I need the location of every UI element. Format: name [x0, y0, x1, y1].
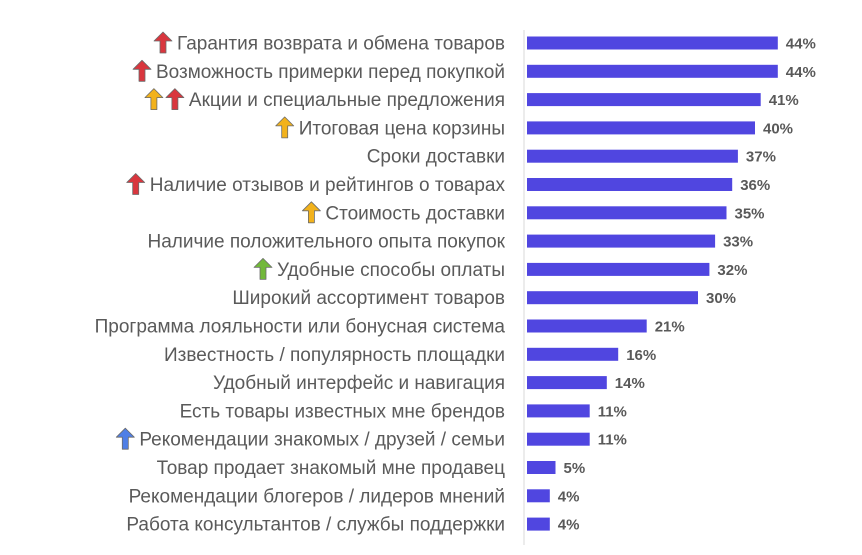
value-label: 14%: [615, 375, 645, 392]
chart-row: 41% Акции и специальные предложения: [144, 88, 799, 111]
category-label: Возможность примерки перед покупкой: [156, 62, 505, 83]
chart-row: 35% Стоимость доставки: [301, 201, 765, 224]
chart-row: 4% Рекомендации блогеров / лидеров мнений: [129, 486, 580, 507]
category-label: Широкий ассортимент товаров: [232, 288, 505, 309]
chart-row: 14% Удобный интерфейс и навигация: [213, 373, 645, 394]
bar: [527, 121, 755, 135]
bar: [527, 206, 727, 220]
value-label: 41%: [769, 92, 799, 109]
category-label: Есть товары известных мне брендов: [180, 401, 505, 422]
category-label: Известность / популярность площадки: [164, 345, 505, 366]
chart-row: 4% Работа консультантов / службы поддержк…: [126, 515, 579, 536]
category-label: Наличие отзывов и рейтингов о товарах: [150, 175, 506, 196]
bar: [527, 489, 550, 503]
chart-row: 30% Широкий ассортимент товаров: [232, 288, 736, 309]
chart-rows: 44%Гарантия возврата и обмена товаров44%…: [95, 31, 816, 536]
red-up-arrow-icon: [153, 31, 173, 54]
chart-row: 33% Наличие положительного опыта покупок: [148, 232, 754, 253]
category-label: Рекомендации знакомых / друзей / семьи: [139, 430, 505, 451]
bar: [527, 262, 710, 276]
category-label: Итоговая цена корзины: [299, 118, 505, 139]
chart-row: 37% Сроки доставки: [367, 147, 776, 168]
value-label: 37%: [746, 149, 776, 166]
bar: [527, 36, 778, 50]
bar: [527, 178, 733, 191]
chart-row: 32% Удобные способы оплаты: [253, 257, 747, 281]
value-label: 4%: [558, 517, 580, 534]
category-label: Удобные способы оплаты: [277, 260, 505, 281]
red-up-arrow-icon: [165, 88, 185, 110]
red-up-arrow-icon: [132, 59, 152, 82]
bar: [527, 234, 716, 248]
bar: [527, 376, 607, 390]
value-label: 44%: [786, 64, 816, 81]
red-up-arrow-icon: [126, 173, 146, 195]
yellow-up-arrow-icon: [275, 116, 295, 139]
bar: [527, 93, 761, 107]
chart-row: 40% Итоговая цена корзины: [275, 116, 793, 139]
bar: [527, 404, 590, 418]
category-label: Наличие положительного опыта покупок: [148, 232, 506, 253]
category-label: Сроки доставки: [367, 147, 505, 168]
chart-row: 44% Гарантия возврата и обмена товаров: [153, 31, 816, 55]
chart-row: 44% Возможность примерки перед покупкой: [132, 59, 816, 83]
chart-row: 11% Есть товары известных мне брендов: [180, 401, 627, 422]
chart-row: 21% Программа лояльности или бонусная сис…: [95, 317, 685, 338]
bar: [527, 319, 647, 333]
value-label: 33%: [723, 234, 753, 251]
green-up-arrow-icon: [253, 257, 273, 280]
category-label: Удобный интерфейс и навигация: [213, 373, 505, 394]
chart-row: 5% Товар продает знакомый мне продавец: [157, 458, 586, 479]
value-label: 21%: [655, 319, 685, 336]
category-label: Работа консультантов / службы поддержки: [126, 515, 505, 536]
chart-row: 11% Рекомендации знакомых / друзей / семь…: [115, 427, 627, 451]
bar: [527, 517, 550, 531]
chart-row: 16% Известность / популярность площадки: [164, 345, 656, 366]
category-label: Рекомендации блогеров / лидеров мнений: [129, 486, 505, 507]
category-label: Товар продает знакомый мне продавец: [157, 458, 506, 479]
bar: [527, 432, 590, 446]
yellow-up-arrow-icon: [144, 88, 164, 110]
value-label: 16%: [626, 347, 656, 364]
value-label: 4%: [558, 488, 580, 505]
bar: [527, 347, 619, 361]
value-label: 11%: [598, 403, 627, 420]
category-label: Стоимость доставки: [325, 203, 505, 224]
value-label: 40%: [763, 120, 793, 137]
bar: [527, 149, 738, 163]
value-label: 32%: [717, 262, 747, 279]
value-label: 5%: [564, 460, 586, 477]
bar: [527, 461, 556, 474]
value-label: 35%: [735, 205, 765, 222]
blue-up-arrow-icon: [115, 427, 135, 450]
bar: [527, 64, 778, 78]
yellow-up-arrow-icon: [301, 201, 321, 224]
category-label: Гарантия возврата и обмена товаров: [177, 34, 505, 55]
value-label: 44%: [786, 36, 816, 53]
value-label: 36%: [740, 177, 770, 194]
value-label: 11%: [598, 432, 627, 449]
bar: [527, 291, 698, 305]
value-label: 30%: [706, 290, 736, 307]
chart-row: 36% Наличие отзывов и рейтингов о товарах: [126, 173, 770, 196]
category-label: Программа лояльности или бонусная систем…: [95, 317, 506, 338]
category-label: Акции и специальные предложения: [189, 90, 505, 111]
